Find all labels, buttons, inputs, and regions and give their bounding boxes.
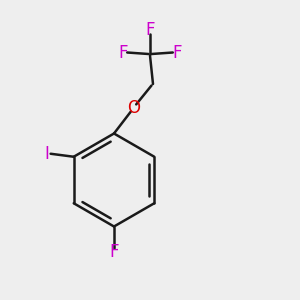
Text: F: F <box>109 243 119 261</box>
Text: F: F <box>172 44 182 62</box>
Text: I: I <box>44 145 49 163</box>
Text: F: F <box>118 44 128 62</box>
Text: F: F <box>145 21 155 39</box>
Text: O: O <box>127 99 140 117</box>
